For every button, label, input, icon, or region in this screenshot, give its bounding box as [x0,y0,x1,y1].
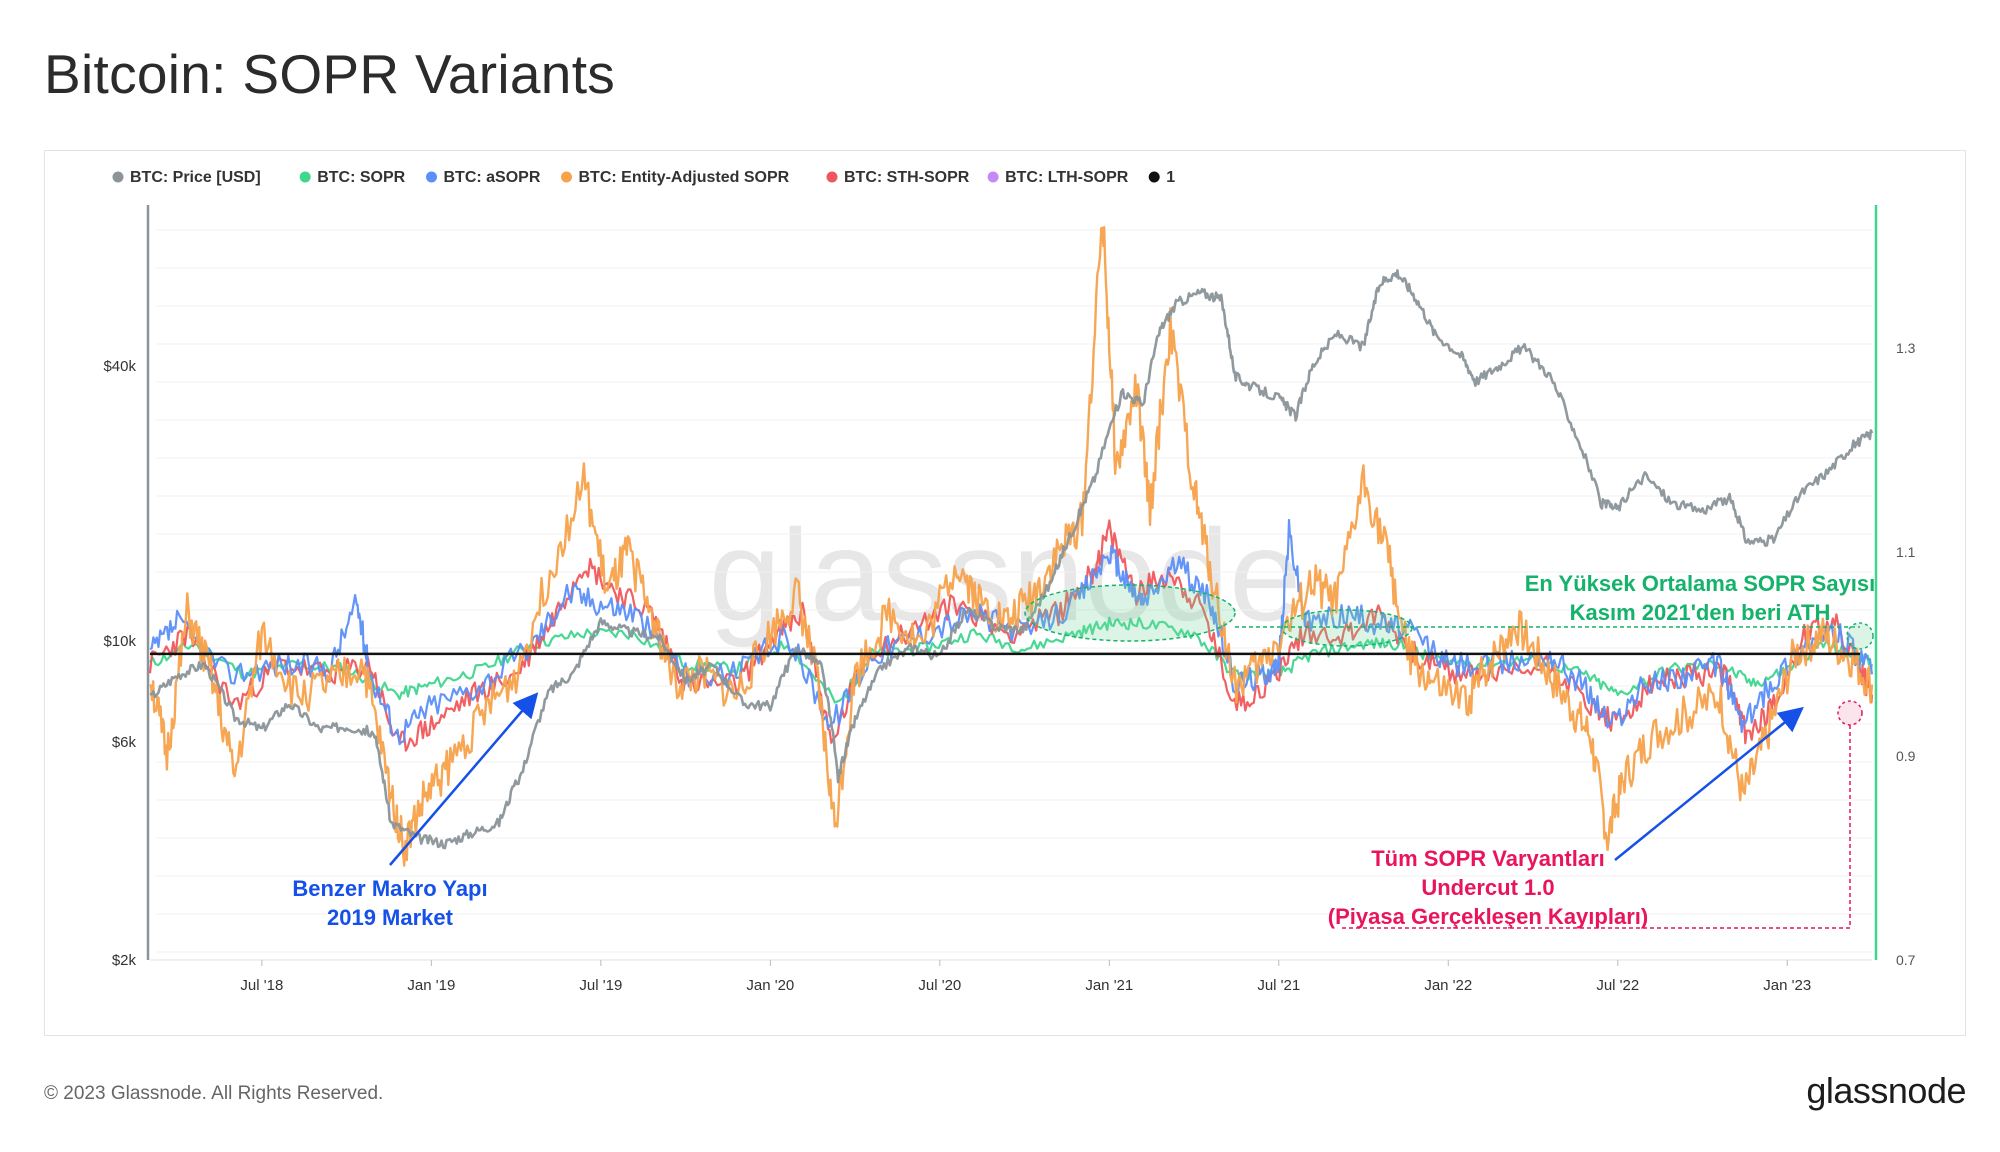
undercut-annotation-line1: Tüm SOPR Varyantları [1371,846,1605,871]
ath-annotation-line2: Kasım 2021'den beri ATH [1570,600,1831,625]
series-group [148,226,1874,867]
macro-annotation-line2: 2019 Market [327,905,454,930]
x-tick-label: Jan '21 [1085,977,1133,994]
legend-dot-sopr [299,171,311,183]
series-line-price [149,269,1874,850]
undercut-dashed-bracket [1340,725,1851,929]
footer-copyright: © 2023 Glassnode. All Rights Reserved. [44,1083,384,1104]
legend-label-asopr: BTC: aSOPR [444,169,541,186]
series-line-entity [149,226,1874,867]
y-right-tick-label: 1.1 [1896,544,1916,560]
legend-label-sth: BTC: STH-SOPR [844,169,970,186]
legend-dot-entity [561,171,572,183]
x-tick-label: Jul '22 [1596,977,1639,994]
series-line-asopr [149,518,1874,746]
chart-frame [44,150,1966,1036]
x-tick-label: Jan '20 [746,977,794,994]
highlight-ellipse-2021-q1 [1024,584,1236,642]
y-left-tick-label: $40k [103,358,136,375]
axes: $2k $6k $10k $40k 0.7 0.9 1.1 1.3 Jul '18 Jan '19… [103,205,1916,994]
x-tick-label: Jul '18 [240,977,283,994]
x-tick-label: Jan '22 [1424,977,1472,994]
legend-label-lth: BTC: LTH-SOPR [1005,169,1129,186]
y-right-tick-label: 0.9 [1896,748,1916,764]
legend-dot-asopr [426,171,437,183]
y-left-tick-label: $10k [103,633,136,650]
legend-dot-sth [826,171,838,183]
legend-label-sopr: BTC: SOPR [317,169,405,186]
page-title: Bitcoin: SOPR Variants [44,43,616,105]
macro-arrow [389,692,539,866]
series-line-sth [148,519,1874,752]
y-left-tick-label: $6k [112,734,137,751]
y-right-tick-label: 0.7 [1896,952,1916,968]
annotations: Benzer Makro Yapı 2019 Market En Yüksek … [292,571,1875,930]
undercut-arrow [1614,706,1804,861]
macro-annotation-line1: Benzer Makro Yapı [292,876,487,901]
highlight-ellipse-2021-q4 [1281,609,1413,647]
legend-dot-lth [987,171,999,183]
legend-label-entity: BTC: Entity-Adjusted SOPR [579,169,790,186]
undercut-annotation-line3: (Piyasa Gerçekleşen Kayıpları) [1328,904,1648,929]
legend-label-price: BTC: Price [USD] [130,169,261,186]
y-right-tick-label: 1.3 [1896,340,1916,356]
series-line-sopr [149,616,1874,704]
y-left-tick-label: $2k [112,952,137,969]
legend-dot-one [1148,171,1160,183]
x-tick-label: Jul '21 [1257,977,1300,994]
legend-label-one: 1 [1166,169,1175,186]
x-tick-label: Jul '20 [918,977,961,994]
undercut-marker-circle [1837,700,1863,726]
x-tick-label: Jan '19 [407,977,455,994]
legend-dot-price [112,171,124,183]
ath-annotation-line1: En Yüksek Ortalama SOPR Sayısı [1525,571,1876,596]
ath-marker-circle [1846,622,1874,650]
undercut-annotation-line2: Undercut 1.0 [1421,875,1554,900]
legend: BTC: Price [USD] BTC: SOPR BTC: aSOPR BTC: … [112,169,1175,186]
footer-logo[interactable]: glassnode [1806,1070,1966,1111]
grid [156,229,1872,953]
x-tick-label: Jul '19 [579,977,622,994]
x-tick-label: Jan '23 [1763,977,1811,994]
